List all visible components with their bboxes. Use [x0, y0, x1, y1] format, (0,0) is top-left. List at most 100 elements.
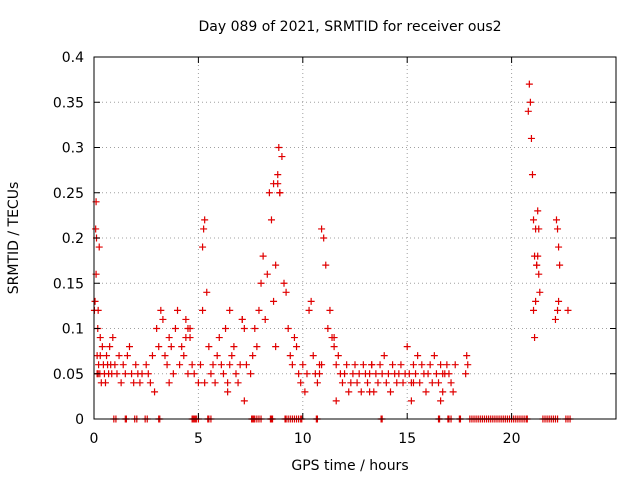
data-point: [303, 370, 311, 378]
data-point: [359, 361, 367, 369]
data-point: [527, 134, 535, 142]
data-point: [125, 343, 133, 351]
data-point: [213, 352, 221, 360]
data-point: [148, 352, 156, 360]
data-point: [320, 234, 328, 242]
data-point: [533, 261, 541, 269]
data-point: [146, 379, 154, 387]
data-point: [551, 315, 559, 323]
data-point: [98, 343, 106, 351]
x-tick-label: 0: [90, 431, 99, 447]
data-point: [334, 352, 342, 360]
data-point: [330, 334, 338, 342]
data-point: [530, 216, 538, 224]
data-point: [374, 379, 382, 387]
data-point: [92, 225, 100, 233]
data-point: [219, 370, 227, 378]
data-point: [101, 379, 109, 387]
y-tick-label: 0: [75, 412, 84, 428]
data-point: [167, 343, 175, 351]
data-point: [430, 352, 438, 360]
data-point: [309, 352, 317, 360]
data-point: [232, 370, 240, 378]
y-tick-label: 0.2: [62, 231, 84, 247]
data-point: [532, 297, 540, 305]
data-point: [115, 352, 123, 360]
data-point: [428, 379, 436, 387]
data-point: [395, 370, 403, 378]
data-point: [169, 370, 177, 378]
data-point: [95, 243, 103, 251]
data-point: [316, 370, 324, 378]
data-point: [200, 225, 208, 233]
data-point: [196, 361, 204, 369]
x-tick-label: 15: [398, 431, 416, 447]
data-point: [353, 379, 361, 387]
data-point: [165, 379, 173, 387]
data-point: [531, 334, 539, 342]
data-point: [364, 379, 372, 387]
data-point: [332, 397, 340, 405]
data-point: [318, 225, 326, 233]
data-point: [341, 370, 349, 378]
data-point: [136, 379, 144, 387]
x-tick-label: 5: [194, 431, 203, 447]
data-point: [96, 352, 104, 360]
data-point: [180, 352, 188, 360]
data-point: [236, 361, 244, 369]
data-point: [130, 379, 138, 387]
y-tick-label: 0.25: [53, 186, 84, 202]
data-point: [445, 370, 453, 378]
data-point: [186, 325, 194, 332]
data-point: [153, 325, 161, 332]
data-point: [409, 361, 417, 369]
data-point: [435, 379, 443, 387]
data-point: [393, 379, 401, 387]
data-point: [274, 171, 282, 179]
data-point: [382, 379, 390, 387]
data-point: [194, 379, 202, 387]
data-point: [255, 306, 263, 314]
data-point: [240, 397, 248, 405]
data-point: [554, 225, 562, 233]
data-point: [530, 306, 538, 314]
data-point: [161, 352, 169, 360]
data-point: [437, 397, 445, 405]
data-point: [295, 370, 303, 378]
data-point: [265, 189, 273, 197]
data-point: [555, 243, 563, 251]
data-point: [201, 216, 209, 224]
data-point: [409, 379, 417, 387]
data-point: [525, 80, 533, 88]
data-point: [171, 325, 179, 332]
data-point: [142, 361, 150, 369]
data-point: [368, 361, 376, 369]
data-point: [144, 370, 152, 378]
data-point: [278, 153, 286, 161]
data-point: [286, 352, 294, 360]
data-point: [251, 325, 259, 332]
data-point: [534, 207, 542, 215]
data-point: [418, 361, 426, 369]
data-point: [178, 343, 186, 351]
data-point: [211, 379, 219, 387]
data-point: [439, 388, 447, 396]
data-point: [299, 361, 307, 369]
data-point: [270, 297, 278, 305]
data-point: [159, 315, 167, 323]
data-point: [414, 352, 422, 360]
data-point: [293, 343, 301, 351]
data-point: [215, 334, 223, 342]
data-point: [263, 270, 271, 278]
y-tick-label: 0.35: [53, 95, 84, 111]
data-point: [378, 370, 386, 378]
data-point: [424, 370, 432, 378]
y-axis-title: SRMTID / TECUs: [6, 182, 22, 295]
x-tick-label: 10: [294, 431, 312, 447]
data-point: [199, 243, 207, 251]
data-point: [535, 270, 543, 278]
data-point: [439, 370, 447, 378]
data-point: [451, 361, 459, 369]
data-point: [416, 379, 424, 387]
data-point: [182, 315, 190, 323]
